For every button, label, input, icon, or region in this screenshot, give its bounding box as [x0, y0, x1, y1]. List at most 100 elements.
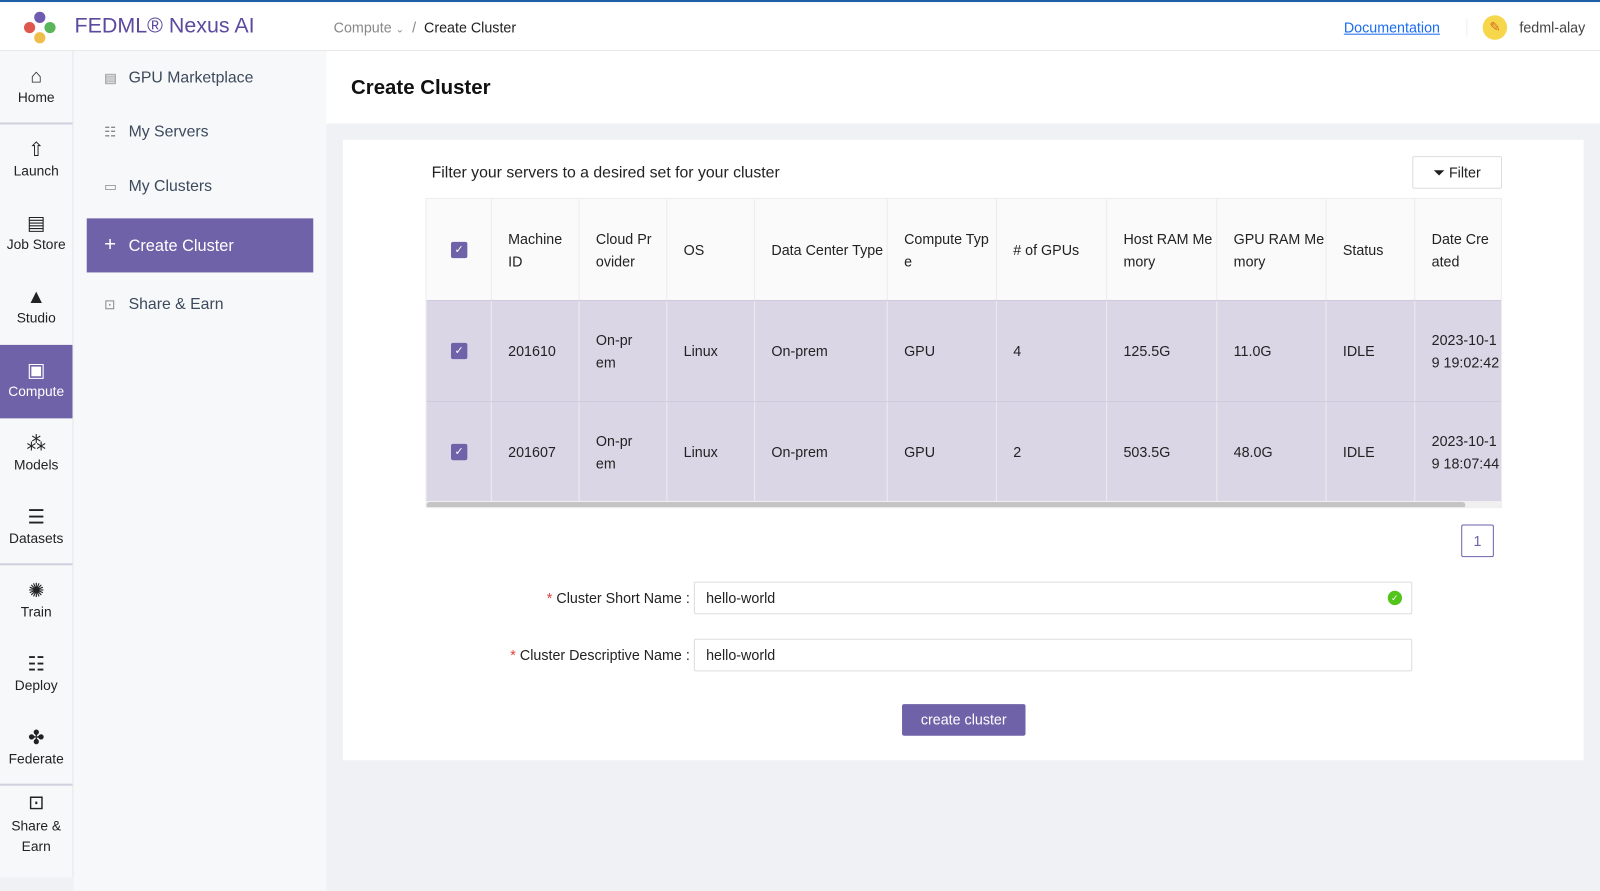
filter-title: Filter your servers to a desired set for… [431, 164, 780, 182]
fedml-logo[interactable] [22, 10, 57, 45]
select-all-checkbox[interactable]: ✓ [451, 241, 468, 258]
federate-icon: ✤ [28, 727, 45, 749]
avatar[interactable]: ✎ [1482, 15, 1508, 40]
rail-label: Share & Earn [11, 818, 62, 855]
table-cell: 2023-10-19 19:02:42 [1415, 301, 1501, 401]
subnav-gpu-marketplace[interactable]: ▤ GPU Marketplace [87, 51, 314, 105]
column-header-label: Cloud Provider [595, 230, 652, 269]
cluster-descriptive-name-input[interactable]: hello-world [693, 638, 1413, 672]
marketplace-icon: ▤ [104, 70, 117, 86]
cell-value: 201607 [508, 443, 556, 461]
select-cell[interactable]: ✓ [427, 402, 492, 503]
rail-item-share-earn[interactable]: ⊡ Share & Earn [0, 786, 72, 874]
rail-item-models[interactable]: ⁂ Models [0, 418, 72, 491]
create-cluster-button[interactable]: create cluster [902, 704, 1026, 736]
subnav-my-clusters[interactable]: ▭ My Clusters [87, 159, 314, 213]
column-header[interactable]: Data Center Type [755, 198, 888, 300]
rail-item-home[interactable]: ⌂ Home [0, 51, 73, 125]
row-checkbox[interactable]: ✓ [451, 342, 468, 360]
table-cell: Linux [667, 402, 756, 503]
divider [1466, 18, 1468, 37]
cell-value: On-prem [771, 443, 828, 461]
subnav-label: Create Cluster [128, 237, 234, 256]
rail-label: Compute [8, 383, 65, 399]
table-cell: On-prem [755, 301, 888, 402]
column-header-label: OS [683, 241, 705, 258]
column-header-label: # of GPUs [1013, 241, 1080, 258]
cell-value: On-prem [595, 432, 633, 472]
cell-value: 201610 [508, 342, 556, 360]
column-header[interactable]: Compute Type [888, 198, 997, 300]
cell-value: 11.0G [1233, 342, 1272, 360]
table-cell: On-prem [580, 301, 668, 402]
top-bar: FEDML® Nexus AI Compute ⌄ / Create Clust… [0, 0, 1600, 52]
column-header[interactable]: Cloud Provider [580, 198, 668, 300]
funnel-icon: ⏷ [1433, 164, 1445, 181]
subnav-create-cluster[interactable]: + Create Cluster [86, 218, 314, 273]
cell-value: 2023-10-19 19:02:42 [1431, 331, 1500, 371]
main-nav-rail: ⌂ Home ⇧ Launch ▤ Job Store ▲ Studio ▣ Comput… [0, 51, 74, 878]
column-header[interactable]: # of GPUs [997, 198, 1108, 300]
page-header: Create Cluster [326, 51, 1600, 124]
rocket-icon: ⇧ [28, 139, 45, 162]
documentation-link[interactable]: Documentation [1343, 19, 1440, 36]
select-all-cell[interactable]: ✓ [427, 198, 492, 300]
column-header-label: Data Center Type [771, 241, 884, 258]
chevron-down-icon[interactable]: ⌄ [395, 24, 405, 36]
page-title: Create Cluster [351, 76, 491, 99]
table-row[interactable]: ✓ 201610 On-prem Linux On-prem GPU 4 125.5G 11.0… [426, 299, 1502, 402]
table-cell: GPU [888, 402, 997, 503]
username[interactable]: fedml-alay [1519, 19, 1586, 36]
rail-label: Deploy [14, 677, 58, 693]
cell-value: GPU [904, 342, 936, 360]
column-header[interactable]: GPU RAM Memory [1217, 198, 1327, 300]
cell-value: Linux [683, 342, 718, 360]
short-name-label: * Cluster Short Name : [546, 589, 690, 607]
rail-item-datasets[interactable]: ☰ Datasets [0, 492, 73, 566]
cell-value: 125.5G [1123, 342, 1171, 360]
cell-value: GPU [904, 443, 936, 461]
horizontal-scrollbar[interactable] [426, 501, 1502, 508]
server-icon: ☷ [27, 654, 45, 676]
column-header[interactable]: Date Created [1415, 199, 1501, 300]
rail-item-job-store[interactable]: ▤ Job Store [0, 198, 72, 271]
table-cell: 4 [997, 301, 1108, 402]
plus-icon: + [104, 233, 117, 257]
rail-item-launch[interactable]: ⇧ Launch [0, 124, 72, 197]
table-cell: 2023-10-19 18:07:44 [1415, 402, 1501, 502]
select-cell[interactable]: ✓ [427, 301, 492, 402]
subnav-my-servers[interactable]: ☷ My Servers [87, 105, 314, 159]
rail-label: Federate [8, 751, 64, 767]
cell-value: Linux [683, 443, 718, 461]
filter-label: Filter [1448, 164, 1481, 181]
cell-value: 2 [1013, 443, 1022, 461]
compute-subnav: ▤ GPU Marketplace ☷ My Servers ▭ My Cluster… [73, 51, 327, 891]
column-header[interactable]: Host RAM Memory [1107, 198, 1218, 300]
table-cell: 201610 [492, 301, 580, 402]
filter-button[interactable]: ⏷ Filter [1412, 156, 1503, 189]
column-header[interactable]: Machine ID [492, 198, 580, 300]
subnav-share-earn[interactable]: ⊡ Share & Earn [87, 278, 314, 332]
descriptive-name-label: * Cluster Descriptive Name : [510, 646, 690, 664]
page-1-button[interactable]: 1 [1461, 524, 1494, 558]
rail-item-train[interactable]: ✺ Train [0, 565, 72, 638]
scrollbar-thumb[interactable] [426, 502, 1466, 508]
server-icon: ☷ [104, 124, 116, 140]
row-checkbox[interactable]: ✓ [451, 443, 468, 461]
cell-value: On-prem [595, 331, 633, 371]
cluster-short-name-input[interactable]: hello-world ✓ [693, 581, 1413, 615]
chip-icon: ▣ [27, 360, 46, 382]
table-cell: Linux [667, 301, 756, 402]
breadcrumb-compute[interactable]: Compute [333, 19, 392, 36]
column-header[interactable]: Status [1327, 198, 1416, 300]
rail-item-compute[interactable]: ▣ Compute [0, 344, 73, 419]
column-header[interactable]: OS [667, 198, 756, 300]
table-cell: 11.0G [1217, 301, 1327, 402]
rail-item-deploy[interactable]: ☷ Deploy [0, 639, 72, 712]
hand-money-icon: ⊡ [104, 296, 116, 313]
brain-icon: ✺ [28, 580, 45, 603]
cubes-icon: ⁂ [26, 433, 46, 456]
rail-item-federate[interactable]: ✤ Federate [0, 712, 73, 786]
table-row[interactable]: ✓ 201607 On-prem Linux On-prem GPU 2 503.5G 48.0… [426, 401, 1502, 503]
rail-item-studio[interactable]: ▲ Studio [0, 271, 72, 344]
